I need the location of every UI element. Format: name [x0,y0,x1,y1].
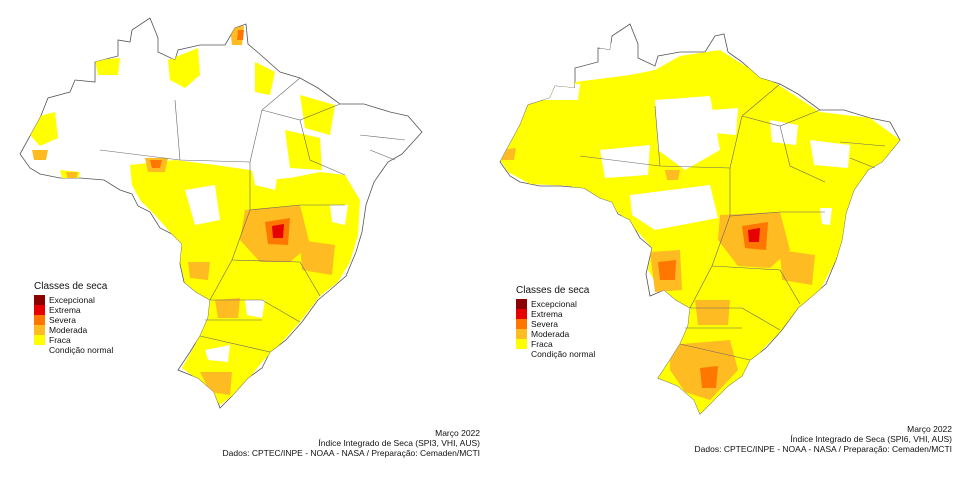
legend-swatch [516,309,527,319]
map-legend: Classes de seca Excepcional Extrema Seve… [516,286,595,359]
legend-swatch [34,345,45,355]
caption-index: Índice Integrado de Seca (SPI3, VHI, AUS… [318,438,480,448]
legend-item-extrema: Extrema [34,305,113,315]
caption-source: Dados: CPTEC/INPE - NOAA - NASA / Prepar… [694,444,952,454]
caption-date: Março 2022 [435,428,480,438]
legend-item-normal: Condição normal [516,349,595,359]
map-caption: Março 2022 Índice Integrado de Seca (SPI… [223,428,480,458]
legend-title: Classes de seca [516,285,590,296]
legend-swatch [34,335,45,345]
caption-index: Índice Integrado de Seca (SPI6, VHI, AUS… [790,434,952,444]
legend-swatch [516,339,527,349]
legend-item-moderada: Moderada [516,329,595,339]
legend-item-excepcional: Excepcional [516,299,595,309]
legend-swatch [34,305,45,315]
drought-areas [30,26,360,405]
state-borders [579,83,886,361]
legend-item-severa: Severa [34,315,113,325]
legend-item-excepcional: Excepcional [34,295,113,305]
legend-item-fraca: Fraca [516,339,595,349]
legend-swatch [516,349,527,359]
legend-title: Classes de seca [34,281,108,292]
legend-item-normal: Condição normal [34,345,113,355]
legend-swatch [516,299,527,309]
legend-item-moderada: Moderada [34,325,113,335]
state-borders [99,77,406,353]
drought-map-panel-spi3: Classes de seca Excepcional Extrema Seve… [19,17,480,458]
legend-swatch [34,295,45,305]
legend-swatch [516,329,527,339]
legend-swatch [516,319,527,329]
caption-source: Dados: CPTEC/INPE - NOAA - NASA / Prepar… [222,448,480,458]
caption-date: Março 2022 [907,424,952,434]
brazil-drought-map-spi6 [499,23,901,415]
legend-swatch [34,315,45,325]
legend-item-severa: Severa [516,319,595,329]
brazil-drought-map-spi3 [19,17,423,409]
drought-map-panel-spi6: Classes de seca Excepcional Extrema Seve… [480,0,960,490]
map-legend: Classes de seca Excepcional Extrema Seve… [34,282,113,355]
drought-areas [500,36,900,414]
legend-swatch [34,325,45,335]
legend-item-extrema: Extrema [516,309,595,319]
legend-item-fraca: Fraca [34,335,113,345]
map-caption: Março 2022 Índice Integrado de Seca (SPI… [695,424,952,454]
